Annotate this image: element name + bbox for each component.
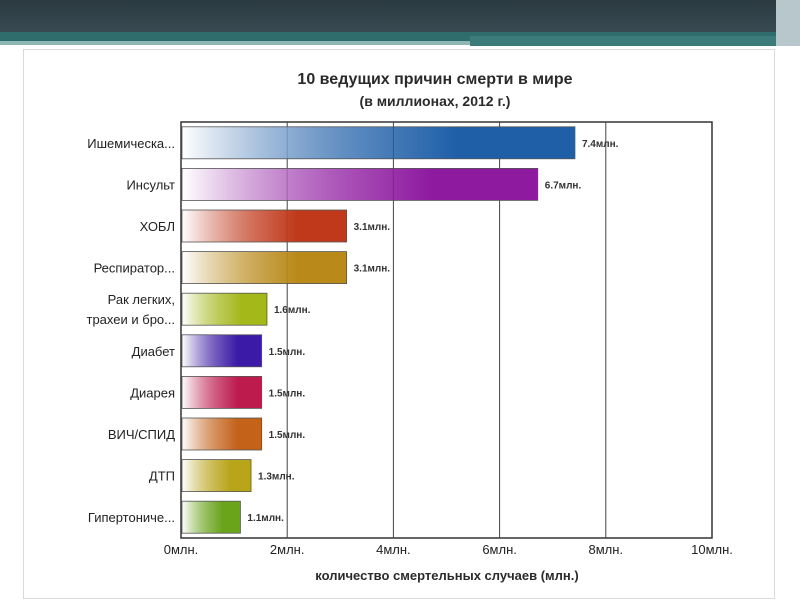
value-label: 1.5млн. [269, 430, 306, 441]
x-tick-label: 8млн. [589, 542, 624, 557]
x-tick-label: 6млн. [482, 542, 517, 557]
category-label: Гипертониче... [88, 510, 175, 525]
value-label: 7.4млн. [582, 139, 619, 150]
bar [181, 209, 348, 243]
category-label: трахеи и бро... [87, 312, 176, 327]
slide-accent-stripe [0, 32, 800, 41]
value-labels: 7.4млн. 6.7млн. 3.1млн. 3.1млн. 1.6млн. 1.5мл… [247, 139, 618, 524]
x-tick-label: 2млн. [270, 542, 305, 557]
x-tick-labels: 0млн. 2млн. 4млн. 6млн. 8млн. 10млн. [164, 542, 733, 557]
value-label: 1.5млн. [269, 388, 306, 399]
category-label: Диарея [130, 385, 175, 400]
category-label: Ишемическа... [87, 136, 175, 151]
category-label: Инсульт [126, 177, 175, 192]
x-axis-label: количество смертельных случаев (млн.) [315, 568, 578, 583]
bar [181, 251, 348, 285]
chart-subtitle: (в миллионах, 2012 г.) [360, 93, 511, 109]
bar [181, 292, 268, 326]
slide-top-bar [0, 0, 800, 32]
category-labels: Ишемическа... Инсульт ХОБЛ Респиратор... Рак… [87, 136, 176, 525]
bar [181, 334, 263, 368]
bars [181, 126, 576, 534]
x-tick-label: 10млн. [691, 542, 733, 557]
slide-accent-stripe-light [0, 41, 470, 45]
bar [181, 500, 241, 534]
category-label: ВИЧ/СПИД [108, 427, 175, 442]
x-tick-label: 0млн. [164, 542, 199, 557]
value-label: 1.1млн. [247, 513, 284, 524]
category-label: Рак легких, [108, 292, 175, 307]
value-label: 1.3млн. [258, 472, 295, 483]
bar [181, 375, 263, 409]
value-label: 1.6млн. [274, 305, 311, 316]
bar [181, 167, 539, 201]
value-label: 3.1млн. [354, 222, 391, 233]
category-label: ДТП [149, 469, 175, 484]
category-label: Респиратор... [94, 261, 175, 276]
slide-corner-block [776, 0, 800, 46]
value-label: 3.1млн. [354, 264, 391, 275]
bar [181, 126, 576, 160]
bar [181, 417, 263, 451]
category-label: Диабет [132, 344, 175, 359]
x-tick-label: 4млн. [376, 542, 411, 557]
bar [181, 459, 252, 493]
value-label: 1.5млн. [269, 347, 306, 358]
value-label: 6.7млн. [545, 180, 582, 191]
slide-accent-stripe-right [470, 36, 800, 46]
category-label: ХОБЛ [140, 219, 175, 234]
chart-title: 10 ведущих причин смерти в мире [297, 71, 572, 88]
